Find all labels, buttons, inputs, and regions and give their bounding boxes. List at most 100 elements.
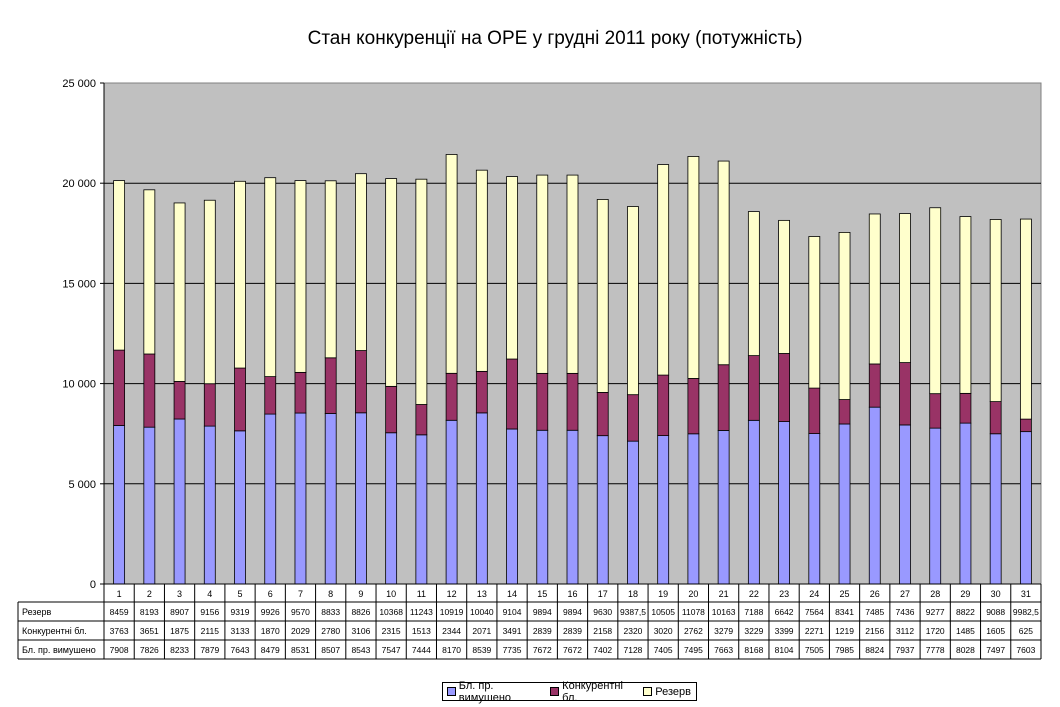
x-tick-label: 8 [328, 589, 333, 599]
bar-forced [264, 413, 277, 585]
table-cell: 2780 [321, 626, 340, 636]
x-tick-label: 20 [688, 589, 698, 599]
table-cell: 3106 [351, 626, 370, 636]
table-cell: 7735 [503, 645, 522, 655]
bar-reserve [264, 177, 277, 378]
bars [113, 154, 1032, 585]
table-cell: 7444 [412, 645, 431, 655]
bar-reserve [475, 169, 488, 372]
table-cell: 9982,5 [1013, 607, 1039, 617]
y-tick-label: 15 000 [62, 278, 96, 290]
table-cell: 3491 [503, 626, 522, 636]
x-tick-label: 1 [117, 589, 122, 599]
x-tick-label: 4 [207, 589, 212, 599]
table-cell: 11078 [682, 607, 705, 617]
table-cell: 8543 [351, 645, 370, 655]
table-cell: 9156 [200, 607, 219, 617]
chart-title: Стан конкуренції на ОРЕ у грудні 2011 ро… [307, 28, 803, 49]
y-tick-label: 0 [90, 579, 96, 591]
bar-reserve [173, 202, 186, 382]
legend-label-competitive: Конкурентні бл. [562, 679, 623, 704]
table-cell: 7879 [200, 645, 219, 655]
legend-item-reserve: Резерв [643, 686, 691, 698]
bar-reserve [294, 180, 307, 373]
bar-forced [173, 418, 186, 585]
bar-reserve [355, 173, 367, 351]
legend: Бл. пр. вимушено Конкурентні бл. Резерв [442, 679, 697, 704]
y-tick-label: 5 000 [68, 479, 96, 491]
table-cell: 2115 [201, 626, 220, 636]
bar-reserve [536, 174, 549, 374]
table-cell: 8531 [291, 645, 310, 655]
table-cell: 7405 [654, 645, 673, 655]
x-tick-label: 24 [809, 589, 819, 599]
table-cell: 9630 [593, 607, 612, 617]
x-tick-label: 11 [417, 589, 426, 599]
table-cell: 9570 [291, 607, 310, 617]
bar-forced [808, 433, 821, 585]
table-cell: 3133 [231, 626, 250, 636]
x-tick-label: 18 [628, 589, 638, 599]
x-tick-label: 25 [840, 589, 850, 599]
legend-label-forced: Бл. пр. вимушено [458, 679, 512, 704]
bar-competitive [173, 381, 186, 420]
table-cell: 3279 [714, 626, 733, 636]
bar-competitive [385, 385, 398, 434]
x-tick-label: 5 [238, 589, 243, 599]
table-cell: 7485 [865, 607, 884, 617]
bar-competitive [355, 350, 367, 414]
bar-forced [475, 412, 488, 585]
table-cell: 8168 [744, 645, 763, 655]
table-cell: 8341 [835, 607, 854, 617]
bar-competitive [687, 378, 700, 435]
table-cell: 2320 [623, 626, 642, 636]
x-tick-label: 3 [177, 589, 182, 599]
table-cell: 7672 [563, 645, 582, 655]
table-cell: 2344 [442, 626, 461, 636]
table-row-label: Резерв [22, 607, 51, 617]
x-tick-label: 14 [507, 589, 517, 599]
bar-forced [385, 432, 398, 585]
bar-forced [899, 424, 911, 585]
bar-competitive [747, 355, 760, 421]
table-cell: 8539 [472, 645, 491, 655]
table-cell: 9894 [533, 607, 552, 617]
bar-competitive [929, 393, 942, 429]
table-cell: 3229 [744, 626, 763, 636]
bar-forced [113, 425, 126, 585]
bar-competitive [536, 372, 549, 431]
table-cell: 3763 [110, 626, 129, 636]
bar-competitive [415, 404, 428, 436]
bar-competitive [203, 383, 216, 427]
bar-competitive [989, 401, 1002, 435]
bar-forced [929, 427, 942, 585]
table-cell: 9277 [926, 607, 945, 617]
bar-reserve [808, 236, 821, 389]
bar-forced [868, 406, 881, 585]
bar-forced [445, 419, 458, 585]
x-tick-label: 9 [358, 589, 363, 599]
table-cell: 1870 [261, 626, 280, 636]
table-cell: 2071 [472, 626, 491, 636]
table-cell: 7505 [805, 645, 824, 655]
table-cell: 7495 [684, 645, 703, 655]
table-cell: 9894 [563, 607, 582, 617]
bar-forced [959, 422, 972, 585]
x-tick-label: 6 [268, 589, 273, 599]
bar-reserve [113, 180, 126, 351]
x-tick-label: 12 [447, 589, 457, 599]
table-cell: 10505 [651, 607, 675, 617]
x-tick-label: 21 [719, 589, 729, 599]
x-tick-label: 23 [779, 589, 789, 599]
bar-reserve [203, 199, 216, 385]
table-cell: 7436 [896, 607, 915, 617]
bar-forced [536, 429, 549, 585]
x-tick-label: 31 [1021, 589, 1031, 599]
table-cell: 7663 [714, 645, 733, 655]
bar-competitive [264, 376, 277, 415]
bar-competitive [717, 364, 730, 431]
table-cell: 8233 [170, 645, 189, 655]
table-cell: 8507 [321, 645, 340, 655]
table-cell: 9104 [503, 607, 522, 617]
